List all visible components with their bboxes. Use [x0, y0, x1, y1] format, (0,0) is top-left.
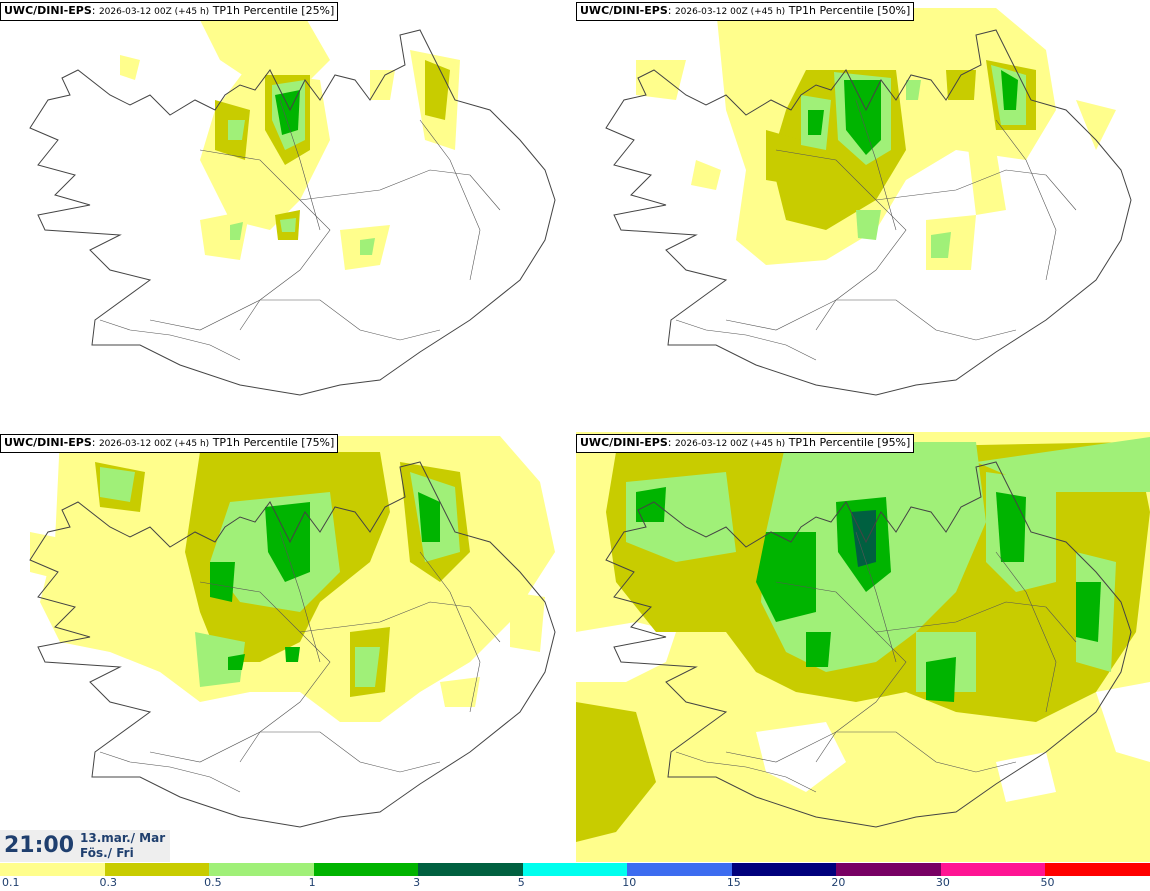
legend-swatch — [627, 863, 733, 876]
precip-map-p25 — [29, 8, 556, 396]
legend-swatch — [522, 863, 628, 876]
legend-label: 0.1 — [2, 876, 20, 889]
field-name: TP1h Percentile [50%] — [788, 4, 911, 17]
map-panel-p95: UWC/DINI-EPS: 2026-03-12 00Z (+45 h) TP1… — [576, 432, 1150, 862]
map-panel-p25: UWC/DINI-EPS: 2026-03-12 00Z (+45 h) TP1… — [0, 0, 574, 430]
legend-swatch — [0, 863, 106, 876]
legend-label: 1 — [308, 876, 316, 889]
precip-legend: 0.1 0.3 0.5 1 3 5 10 15 20 30 50 — [0, 863, 1150, 891]
panel-title: UWC/DINI-EPS: 2026-03-12 00Z (+45 h) TP1… — [576, 2, 915, 21]
panel-title: UWC/DINI-EPS: 2026-03-12 00Z (+45 h) TP1… — [0, 434, 339, 453]
legend-label: 10 — [622, 876, 637, 889]
run-time: 2026-03-12 00Z (+45 h) — [98, 7, 210, 17]
map-panel-p75: UWC/DINI-EPS: 2026-03-12 00Z (+45 h) TP1… — [0, 432, 574, 862]
precip-map-p75 — [29, 436, 556, 828]
run-time: 2026-03-12 00Z (+45 h) — [674, 439, 786, 449]
legend-swatch — [209, 863, 315, 876]
legend-swatch — [313, 863, 419, 876]
legend-swatch — [1045, 863, 1150, 876]
valid-hour: 21:00 — [4, 833, 75, 858]
model-name: UWC/DINI-EPS — [4, 4, 92, 17]
map-panel-p50: UWC/DINI-EPS: 2026-03-12 00Z (+45 h) TP1… — [576, 0, 1150, 430]
model-name: UWC/DINI-EPS — [4, 436, 92, 449]
field-name: TP1h Percentile [95%] — [788, 436, 911, 449]
panel-title: UWC/DINI-EPS: 2026-03-12 00Z (+45 h) TP1… — [576, 434, 915, 453]
legend-label: 3 — [413, 876, 421, 889]
valid-date-line1: 13.mar./ Mar — [80, 831, 166, 845]
legend-label: 0.5 — [204, 876, 222, 889]
legend-label: 30 — [935, 876, 950, 889]
field-name: TP1h Percentile [25%] — [212, 4, 335, 17]
panel-title: UWC/DINI-EPS: 2026-03-12 00Z (+45 h) TP1… — [0, 2, 339, 21]
valid-time-box: 21:00 13.mar./ Mar Fös./ Fri — [0, 830, 170, 862]
legend-swatch — [940, 863, 1046, 876]
legend-label: 5 — [517, 876, 525, 889]
legend-swatch — [418, 863, 524, 876]
field-name: TP1h Percentile [75%] — [212, 436, 335, 449]
precip-map-p50 — [605, 8, 1132, 396]
run-time: 2026-03-12 00Z (+45 h) — [674, 7, 786, 17]
legend-label: 50 — [1040, 876, 1055, 889]
legend-label: 20 — [831, 876, 846, 889]
valid-date: 13.mar./ Mar Fös./ Fri — [80, 831, 165, 861]
legend-swatch — [836, 863, 942, 876]
legend-label: 0.3 — [99, 876, 118, 889]
precip-map-p95 — [576, 432, 1150, 862]
model-name: UWC/DINI-EPS — [580, 4, 668, 17]
model-name: UWC/DINI-EPS — [580, 436, 668, 449]
legend-swatch — [731, 863, 837, 876]
run-time: 2026-03-12 00Z (+45 h) — [98, 439, 210, 449]
legend-label: 15 — [726, 876, 741, 889]
legend-swatch — [104, 863, 210, 876]
valid-date-line2: Fös./ Fri — [80, 846, 134, 860]
